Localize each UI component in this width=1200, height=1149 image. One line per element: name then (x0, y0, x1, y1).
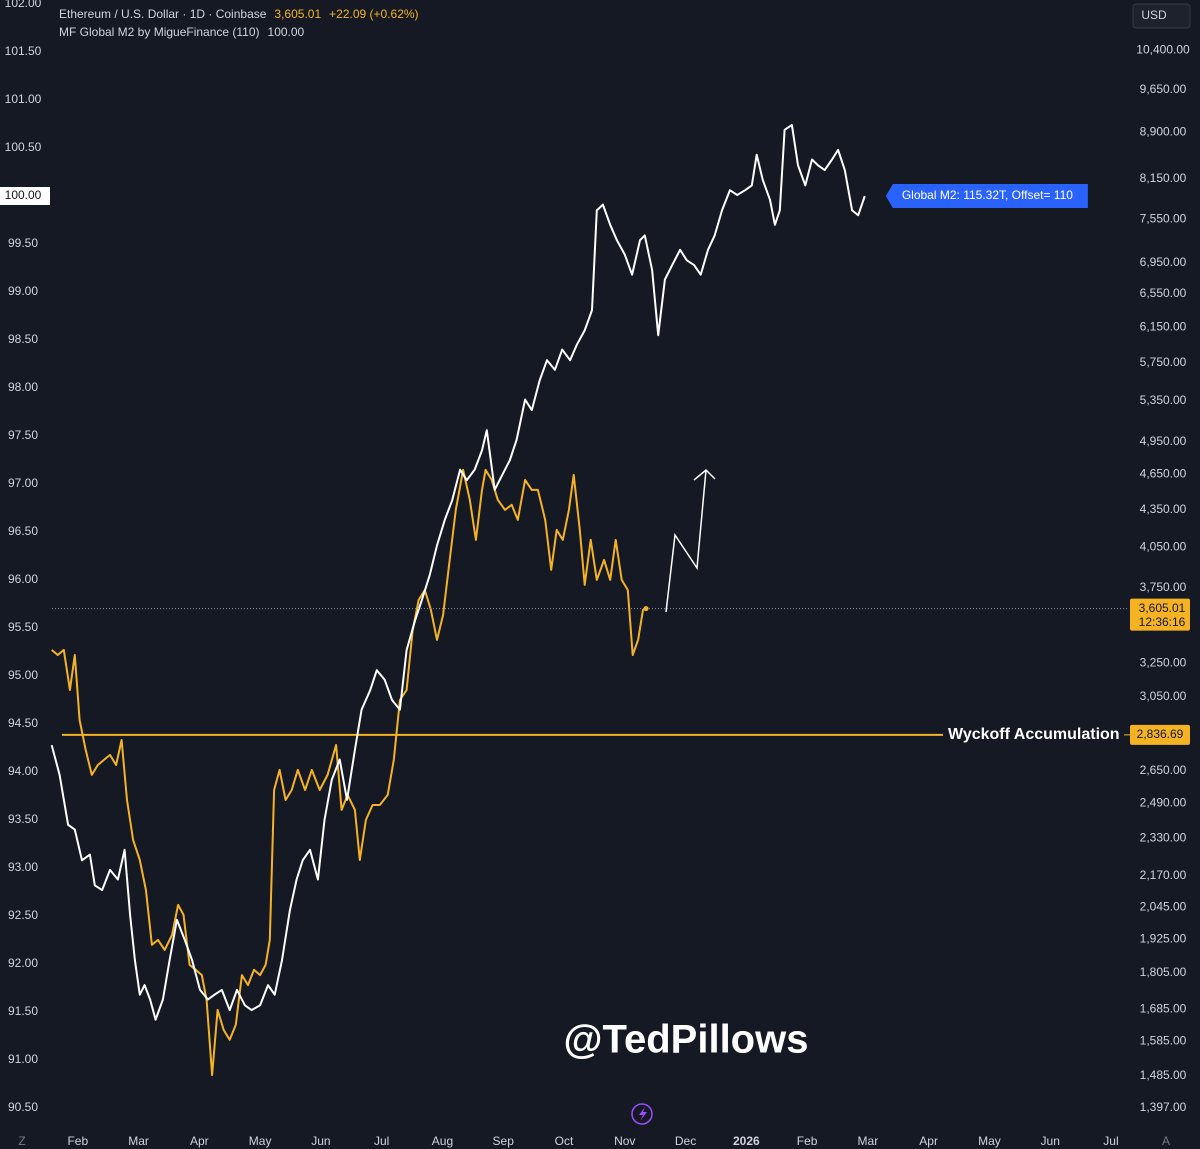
header-price: 3,605.01 (274, 7, 321, 21)
y2-tick-label: 1,805.00 (1140, 965, 1187, 979)
y-tick-label: 96.50 (8, 524, 38, 538)
y-tick-label: 101.50 (5, 44, 42, 58)
y2-tick-label: 2,170.00 (1140, 868, 1187, 882)
header-change: +22.09 (+0.62%) (329, 7, 418, 21)
x-tick-label: May (249, 1134, 272, 1148)
header: Ethereum / U.S. Dollar · 1D · Coinbase 3… (59, 7, 419, 39)
price-tag (1130, 598, 1190, 631)
level-tag (1130, 724, 1190, 745)
x-tick-label: May (978, 1134, 1001, 1148)
y2-tick-label: 4,950.00 (1140, 434, 1187, 448)
scale-button[interactable]: Z (18, 1134, 25, 1148)
y2-tick-label: 2,330.00 (1140, 831, 1187, 845)
arrow-head (693, 468, 716, 481)
x-tick-label: Jun (1041, 1134, 1060, 1148)
m2-callout (885, 184, 1088, 208)
y2-tick-label: 1,925.00 (1140, 931, 1187, 945)
y2-tick-label: 10,400.00 (1136, 43, 1190, 57)
y-tick-label: 102.00 (5, 0, 42, 10)
indicator-title: MF Global M2 by MigueFinance (110) (59, 25, 260, 39)
y2-tick-label: 7,550.00 (1140, 211, 1187, 225)
axes: 90.50 91.00 91.50 92.00 92.50 93.00 93.50 94.00… (5, 0, 1190, 1148)
level-tag-label: 2,836.69 (1137, 727, 1184, 741)
y2-tick-label: 8,150.00 (1140, 171, 1187, 185)
price-tag-label: 3,605.01 (1139, 601, 1186, 615)
y-tick-label: 99.50 (8, 236, 38, 250)
x-tick-label: Oct (555, 1134, 574, 1148)
y-tick-label: 97.50 (8, 428, 38, 442)
y2-tick-label: 4,050.00 (1140, 539, 1187, 553)
y2-tick-label: 4,650.00 (1140, 467, 1187, 481)
y-tick-label: 91.50 (8, 1004, 38, 1018)
symbol-title: Ethereum / U.S. Dollar · 1D · Coinbase (59, 7, 267, 21)
currency-button[interactable] (1132, 3, 1191, 29)
app-icon-bolt (639, 1107, 647, 1121)
y2-tick-label: 1,585.00 (1140, 1034, 1187, 1048)
y2-tick-label: 1,397.00 (1140, 1100, 1187, 1114)
y-tick-label: 93.50 (8, 812, 38, 826)
series-line (50, 124, 866, 1021)
x-tick-label: Jul (374, 1134, 389, 1148)
y2-tick-label: 3,050.00 (1140, 689, 1187, 703)
y2-tick-label: 9,650.00 (1140, 82, 1187, 96)
y-tick-label: 94.00 (8, 764, 38, 778)
indicator-value-tag (0, 187, 50, 205)
y-tick-label: 94.50 (8, 716, 38, 730)
y2-tick-label: 8,900.00 (1140, 125, 1187, 139)
x-tick-label: Apr (190, 1134, 209, 1148)
m2-callout-label: Global M2: 115.32T, Offset= 110 (902, 188, 1073, 202)
x-tick-label: Jun (311, 1134, 330, 1148)
x-tick-label: Feb (67, 1134, 88, 1148)
y2-tick-label: 6,150.00 (1140, 319, 1187, 333)
y-tick-label: 91.00 (8, 1052, 38, 1066)
level-label: Wyckoff Accumulation (948, 726, 1120, 743)
y2-tick-label: 3,250.00 (1140, 655, 1187, 669)
x-tick-label: Aug (432, 1134, 453, 1148)
x-tick-label: 2026 (733, 1134, 760, 1148)
countdown-label: 12:36:16 (1139, 615, 1186, 629)
x-tick-label: Apr (919, 1134, 938, 1148)
watermark: @TedPillows (564, 1018, 809, 1062)
y2-tick-label: 6,550.00 (1140, 286, 1187, 300)
drawn-arrow (665, 469, 707, 613)
y-tick-label: 98.00 (8, 380, 38, 394)
y-tick-label: 90.50 (8, 1100, 38, 1114)
y2-tick-label: 5,350.00 (1140, 393, 1187, 407)
y-tick-label: 95.00 (8, 668, 38, 682)
y-tick-label: 98.50 (8, 332, 38, 346)
y2-tick-label: 2,650.00 (1140, 763, 1187, 777)
y-tick-label: 96.00 (8, 572, 38, 586)
x-tick-label: Nov (614, 1134, 635, 1148)
y-tick-label: 92.50 (8, 908, 38, 922)
y-tick-label: 101.00 (5, 92, 42, 106)
scale-button[interactable]: A (1162, 1134, 1170, 1148)
indicator-value: 100.00 (268, 25, 305, 39)
y-tick-label: 99.00 (8, 284, 38, 298)
y2-tick-label: 1,685.00 (1140, 1001, 1187, 1015)
y2-tick-label: 3,750.00 (1140, 580, 1187, 594)
y2-tick-label: 1,485.00 (1140, 1068, 1187, 1082)
y-tick-label: 93.00 (8, 860, 38, 874)
app-icon[interactable] (631, 1103, 653, 1125)
x-tick-label: Mar (858, 1134, 879, 1148)
last-point (643, 606, 649, 612)
y2-tick-label: 6,950.00 (1140, 255, 1187, 269)
x-tick-label: Feb (797, 1134, 818, 1148)
y-tick-label: 95.50 (8, 620, 38, 634)
x-tick-label: Sep (493, 1134, 515, 1148)
y-tick-label: 100.50 (5, 140, 42, 154)
currency-label[interactable]: USD (1141, 8, 1167, 22)
y2-tick-label: 4,350.00 (1140, 502, 1187, 516)
x-tick-label: Mar (128, 1134, 149, 1148)
y2-tick-label: 5,750.00 (1140, 355, 1187, 369)
x-tick-label: Dec (675, 1134, 696, 1148)
indicator-value-tag-label: 100.00 (5, 188, 42, 202)
y2-tick-label: 2,490.00 (1140, 796, 1187, 810)
y-tick-label: 97.00 (8, 476, 38, 490)
y2-tick-label: 2,045.00 (1140, 899, 1187, 913)
x-tick-label: Jul (1103, 1134, 1118, 1148)
y-tick-label: 92.00 (8, 956, 38, 970)
